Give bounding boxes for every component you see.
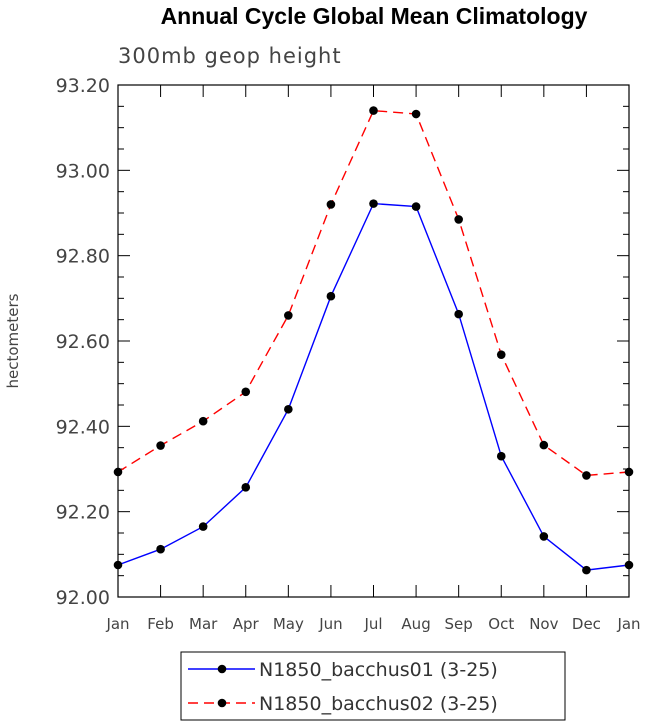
y-tick-label: 93.20 [56, 75, 110, 97]
x-tick-label: Apr [233, 615, 260, 633]
y-tick-label: 92.00 [56, 587, 110, 609]
y-tick-label: 92.20 [56, 502, 110, 524]
x-tick-label: Jan [105, 615, 129, 633]
data-point [411, 109, 421, 119]
data-point [156, 544, 165, 554]
data-point [284, 404, 293, 414]
chart-subtitle: 300mb geop height [118, 44, 342, 68]
data-point [369, 199, 378, 208]
data-point [454, 309, 463, 319]
plot-frame [117, 84, 630, 598]
data-point [582, 471, 591, 480]
legend: N1850_bacchus01 (3-25) N1850_bacchus02 (3… [180, 651, 566, 721]
data-point [326, 291, 336, 301]
legend-box [180, 651, 566, 721]
x-tick-label: Aug [401, 615, 430, 633]
data-point [156, 441, 165, 450]
legend-marker-2 [217, 698, 227, 708]
x-tick-label: Jan [616, 615, 640, 633]
legend-label-2: N1850_bacchus02 (3-25) [259, 693, 498, 715]
data-point [241, 483, 251, 492]
x-tick-label: Dec [572, 615, 601, 633]
x-tick-label: Sep [445, 615, 473, 633]
data-point [369, 106, 378, 115]
data-point [241, 387, 251, 397]
y-tick-label: 92.80 [56, 246, 110, 268]
data-point [411, 202, 421, 211]
y-axis-label: hectometers [4, 293, 22, 388]
series-1 [113, 199, 634, 575]
y-tick-label: 92.40 [56, 416, 110, 438]
chart-title: Annual Cycle Global Mean Climatology [161, 3, 588, 29]
x-tick-label: Feb [147, 615, 174, 633]
data-point [113, 560, 123, 570]
series-2 [113, 106, 634, 480]
data-point [454, 215, 463, 224]
data-point [113, 467, 123, 477]
data-point [539, 440, 549, 450]
x-tick-label: May [273, 615, 304, 633]
data-point [496, 451, 506, 461]
x-tick-label: Jul [363, 615, 382, 633]
x-tick-label: Jun [318, 615, 342, 633]
series-line-1 [117, 202, 630, 571]
data-point [198, 522, 208, 531]
series-layer [113, 106, 634, 575]
data-point [539, 532, 549, 541]
series-line-2 [117, 109, 630, 477]
data-point [326, 200, 336, 209]
x-tick-label: Mar [189, 615, 218, 633]
data-point [496, 350, 506, 359]
x-tick-label: Oct [488, 615, 514, 633]
y-tick-label: 93.00 [56, 160, 110, 182]
legend-marker-1 [217, 664, 227, 674]
legend-label-1: N1850_bacchus01 (3-25) [259, 659, 498, 681]
y-tick-label: 92.60 [56, 331, 110, 353]
data-point [582, 565, 591, 575]
axes: 92.00 92.20 92.40 92.60 92.80 93.00 93.20 Jan Fe… [56, 75, 641, 633]
data-point [198, 416, 208, 426]
data-point [624, 467, 634, 477]
data-point [284, 311, 293, 320]
data-point [624, 560, 634, 570]
x-tick-label: Nov [529, 615, 558, 633]
